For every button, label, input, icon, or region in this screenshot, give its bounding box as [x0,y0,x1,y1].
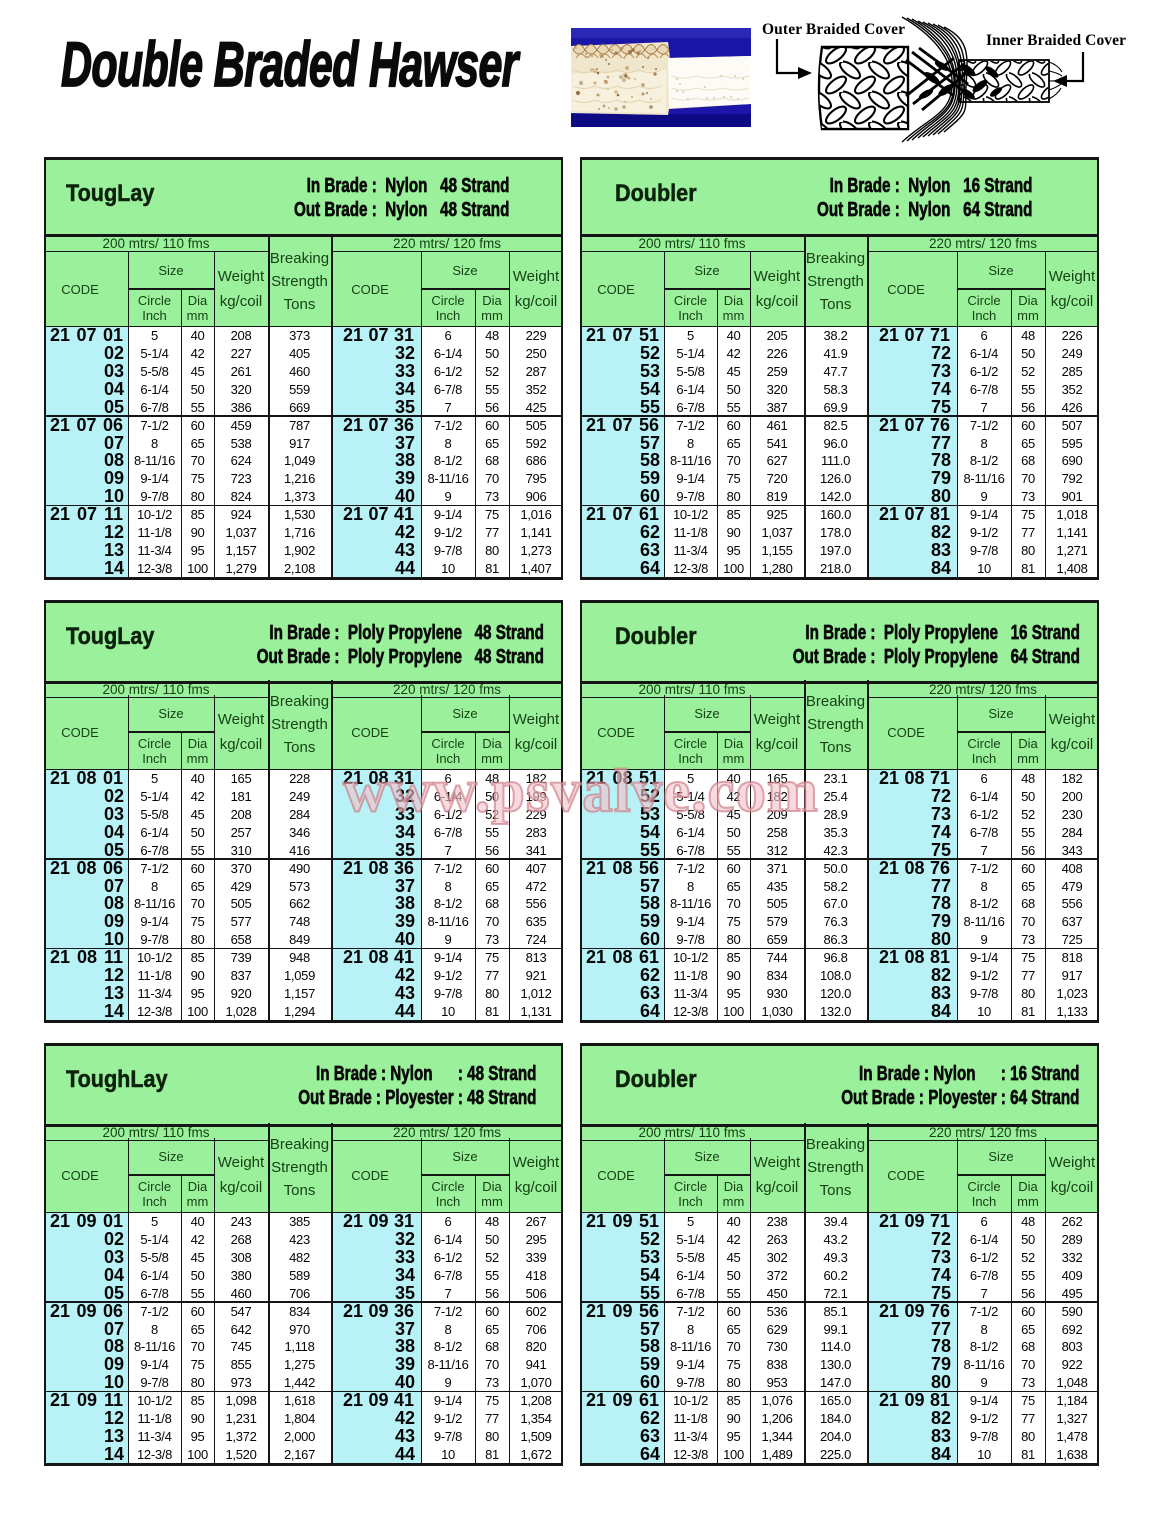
svg-text:Outer Braided Cover: Outer Braided Cover [762,21,905,38]
svg-text:Inner Braided Cover: Inner Braided Cover [986,32,1126,49]
